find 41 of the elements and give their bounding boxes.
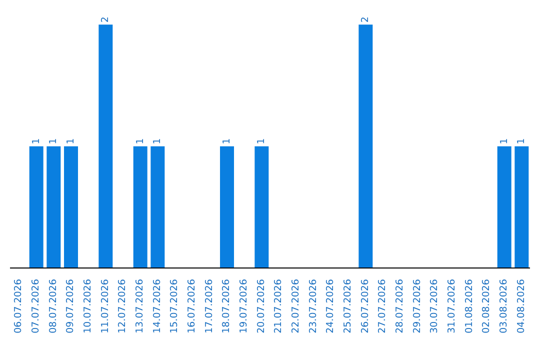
x-tick-label: 22.07.2026 <box>290 279 302 334</box>
data-label: 2 <box>360 16 372 23</box>
x-tick-label: 08.07.2026 <box>48 279 59 334</box>
x-tick-label: 26.07.2026 <box>360 279 371 334</box>
x-tick-label: 31.07.2026 <box>446 279 458 334</box>
data-label: 2 <box>100 16 112 23</box>
x-tick-label: 28.07.2026 <box>394 279 406 334</box>
x-tick-label: 29.07.2026 <box>412 279 423 334</box>
x-tick-label: 11.07.2026 <box>100 279 111 334</box>
x-tick-label: 20.07.2026 <box>256 279 267 334</box>
x-tick-label: 25.07.2026 <box>342 279 354 334</box>
x-tick-label: 18.07.2026 <box>221 279 232 334</box>
data-label: 1 <box>134 138 146 144</box>
data-label: 1 <box>48 138 60 144</box>
x-tick-label: 14.07.2026 <box>152 279 163 334</box>
x-tick-label: 07.07.2026 <box>30 279 42 334</box>
data-label: 1 <box>498 138 510 144</box>
data-label: 1 <box>152 138 164 144</box>
x-tick-label: 13.07.2026 <box>134 279 146 334</box>
x-tick-label: 12.07.2026 <box>117 279 128 334</box>
data-label: 1 <box>30 138 42 144</box>
x-tick-label: 21.07.2026 <box>273 279 284 334</box>
x-tick-label: 10.07.2026 <box>82 279 94 334</box>
x-tick-label: 03.08.2026 <box>498 279 510 334</box>
x-tick-label: 19.07.2026 <box>238 279 250 334</box>
data-label: 1 <box>516 138 528 144</box>
x-tick-label: 24.07.2026 <box>325 279 336 334</box>
data-label: 1 <box>66 138 76 144</box>
x-tick-label: 09.07.2026 <box>65 279 76 334</box>
data-label: 1 <box>222 138 232 144</box>
x-tick-label: 01.08.2026 <box>464 279 475 334</box>
x-tick-label: 17.07.2026 <box>204 279 215 334</box>
x-tick-label: 30.07.2026 <box>429 279 440 334</box>
x-tick-label: 06.07.2026 <box>13 279 24 334</box>
x-tick-label: 04.08.2026 <box>516 279 527 334</box>
x-tick-label: 16.07.2026 <box>186 279 198 334</box>
x-tick-label: 15.07.2026 <box>169 279 180 334</box>
x-tick-label: 02.08.2026 <box>481 279 492 334</box>
x-tick-label: 27.07.2026 <box>377 279 388 334</box>
data-label: 1 <box>256 138 268 144</box>
x-tick-label: 23.07.2026 <box>308 279 319 334</box>
